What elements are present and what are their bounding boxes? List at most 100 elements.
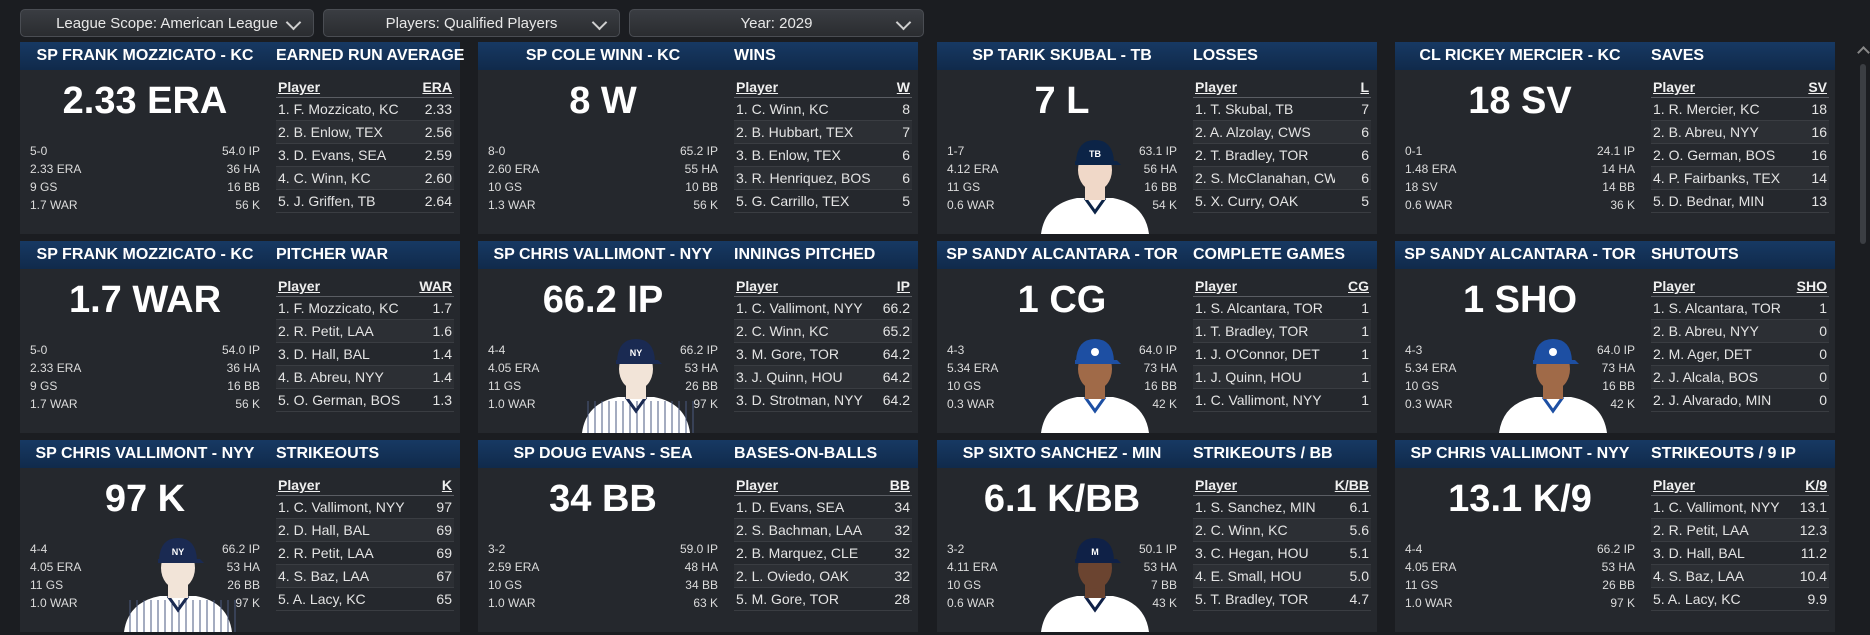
row-player[interactable]: 2. S. Bachman, LAA: [736, 522, 863, 538]
leader-player-name[interactable]: SP COLE WINN - KC: [525, 47, 681, 64]
table-row[interactable]: 2. S. Bachman, LAA 32: [734, 519, 912, 542]
row-player[interactable]: 4. E. Small, HOU: [1195, 568, 1302, 584]
column-header-stat[interactable]: ERA: [422, 79, 452, 95]
row-player[interactable]: 2. B. Marquez, CLE: [736, 545, 859, 561]
table-row[interactable]: 1. T. Bradley, TOR 1: [1193, 320, 1371, 343]
row-player[interactable]: 3. D. Hall, BAL: [1653, 545, 1745, 561]
player-photo[interactable]: M: [1037, 530, 1153, 632]
table-row[interactable]: 4. S. Baz, LAA 67: [276, 565, 454, 588]
column-header-stat[interactable]: BB: [889, 477, 910, 493]
table-row[interactable]: 1. F. Mozzicato, KC 1.7: [276, 297, 454, 320]
leader-player-name[interactable]: SP FRANK MOZZICATO - KC: [36, 47, 254, 64]
row-player[interactable]: 2. J. Alvarado, MIN: [1653, 392, 1772, 408]
table-row[interactable]: 5. T. Bradley, TOR 4.7: [1193, 588, 1371, 611]
leader-player-name[interactable]: SP FRANK MOZZICATO - KC: [36, 246, 254, 263]
row-player[interactable]: 1. J. O'Connor, DET: [1195, 346, 1320, 362]
player-photo[interactable]: NY: [120, 530, 236, 632]
row-player[interactable]: 5. A. Lacy, KC: [1653, 591, 1741, 607]
column-header-stat[interactable]: SV: [1808, 79, 1827, 95]
row-player[interactable]: 1. T. Bradley, TOR: [1195, 323, 1309, 339]
table-row[interactable]: 5. G. Carrillo, TEX 5: [734, 190, 912, 213]
leader-player-name[interactable]: SP CHRIS VALLIMONT - NYY: [1410, 445, 1630, 462]
table-row[interactable]: 1. F. Mozzicato, KC 2.33: [276, 98, 454, 121]
row-player[interactable]: 5. G. Carrillo, TEX: [736, 193, 850, 209]
table-row[interactable]: 4. P. Fairbanks, TEX 14: [1651, 167, 1829, 190]
row-player[interactable]: 5. J. Griffen, TB: [278, 193, 376, 209]
leader-player-name[interactable]: SP SANDY ALCANTARA - TOR: [1404, 246, 1636, 263]
row-player[interactable]: 2. A. Alzolay, CWS: [1195, 124, 1311, 140]
row-player[interactable]: 1. J. Quinn, HOU: [1195, 369, 1302, 385]
table-row[interactable]: 2. J. Alvarado, MIN 0: [1651, 389, 1829, 412]
table-row[interactable]: 3. C. Hegan, HOU 5.1: [1193, 542, 1371, 565]
table-row[interactable]: 5. D. Bednar, MIN 13: [1651, 190, 1829, 213]
row-player[interactable]: 3. M. Gore, TOR: [736, 346, 839, 362]
leader-player-name[interactable]: SP CHRIS VALLIMONT - NYY: [35, 445, 255, 462]
row-player[interactable]: 2. B. Abreu, NYY: [1653, 124, 1759, 140]
column-header-stat[interactable]: K: [441, 477, 452, 493]
table-row[interactable]: 1. D. Evans, SEA 34: [734, 496, 912, 519]
table-row[interactable]: 1. C. Vallimont, NYY 13.1: [1651, 496, 1829, 519]
table-row[interactable]: 1. C. Vallimont, NYY 97: [276, 496, 454, 519]
league-scope-dropdown[interactable]: League Scope: American League: [20, 9, 314, 37]
row-player[interactable]: 1. S. Sanchez, MIN: [1195, 499, 1316, 515]
row-player[interactable]: 1. D. Evans, SEA: [736, 499, 845, 515]
table-row[interactable]: 5. X. Curry, OAK 5: [1193, 190, 1371, 213]
player-photo[interactable]: [1037, 331, 1153, 433]
table-row[interactable]: 4. B. Abreu, NYY 1.4: [276, 366, 454, 389]
table-row[interactable]: 1. C. Winn, KC 8: [734, 98, 912, 121]
row-player[interactable]: 2. C. Winn, KC: [736, 323, 829, 339]
row-player[interactable]: 1. C. Vallimont, NYY: [736, 300, 863, 316]
row-player[interactable]: 2. J. Alcala, BOS: [1653, 369, 1759, 385]
row-player[interactable]: 2. R. Petit, LAA: [1653, 522, 1749, 538]
table-row[interactable]: 3. J. Quinn, HOU 64.2: [734, 366, 912, 389]
column-header-stat[interactable]: IP: [896, 278, 910, 294]
leader-player-name[interactable]: SP SIXTO SANCHEZ - MIN: [962, 445, 1162, 462]
column-header-player[interactable]: Player: [736, 79, 779, 95]
row-player[interactable]: 5. X. Curry, OAK: [1195, 193, 1299, 209]
table-row[interactable]: 3. D. Hall, BAL 11.2: [1651, 542, 1829, 565]
row-player[interactable]: 1. T. Skubal, TB: [1195, 101, 1294, 117]
table-row[interactable]: 2. O. German, BOS 16: [1651, 144, 1829, 167]
column-header-player[interactable]: Player: [736, 477, 779, 493]
row-player[interactable]: 4. C. Winn, KC: [278, 170, 371, 186]
row-player[interactable]: 4. B. Abreu, NYY: [278, 369, 384, 385]
column-header-stat[interactable]: L: [1360, 79, 1369, 95]
table-row[interactable]: 4. E. Small, HOU 5.0: [1193, 565, 1371, 588]
row-player[interactable]: 1. S. Alcantara, TOR: [1195, 300, 1323, 316]
leader-player-name[interactable]: SP DOUG EVANS - SEA: [513, 445, 693, 462]
row-player[interactable]: 1. C. Vallimont, NYY: [1195, 392, 1322, 408]
table-row[interactable]: 2. C. Winn, KC 65.2: [734, 320, 912, 343]
column-header-player[interactable]: Player: [278, 278, 321, 294]
table-row[interactable]: 2. C. Winn, KC 5.6: [1193, 519, 1371, 542]
leader-player-name[interactable]: SP CHRIS VALLIMONT - NYY: [493, 246, 713, 263]
table-row[interactable]: 5. M. Gore, TOR 28: [734, 588, 912, 611]
table-row[interactable]: 3. M. Gore, TOR 64.2: [734, 343, 912, 366]
table-row[interactable]: 2. A. Alzolay, CWS 6: [1193, 121, 1371, 144]
table-row[interactable]: 2. B. Marquez, CLE 32: [734, 542, 912, 565]
row-player[interactable]: 5. T. Bradley, TOR: [1195, 591, 1309, 607]
table-row[interactable]: 1. J. Quinn, HOU 1: [1193, 366, 1371, 389]
player-photo[interactable]: [1495, 331, 1611, 433]
table-row[interactable]: 3. D. Hall, BAL 1.4: [276, 343, 454, 366]
row-player[interactable]: 4. S. Baz, LAA: [278, 568, 370, 584]
row-player[interactable]: 2. S. McClanahan, CWS: [1195, 170, 1335, 186]
table-row[interactable]: 5. O. German, BOS 1.3: [276, 389, 454, 412]
table-row[interactable]: 5. A. Lacy, KC 9.9: [1651, 588, 1829, 611]
row-player[interactable]: 1. R. Mercier, KC: [1653, 101, 1760, 117]
column-header-player[interactable]: Player: [736, 278, 779, 294]
row-player[interactable]: 5. O. German, BOS: [278, 392, 401, 408]
column-header-player[interactable]: Player: [1195, 278, 1238, 294]
row-player[interactable]: 1. S. Alcantara, TOR: [1653, 300, 1781, 316]
row-player[interactable]: 2. R. Petit, LAA: [278, 323, 374, 339]
table-row[interactable]: 2. B. Abreu, NYY 0: [1651, 320, 1829, 343]
row-player[interactable]: 2. B. Hubbart, TEX: [736, 124, 854, 140]
row-player[interactable]: 5. D. Bednar, MIN: [1653, 193, 1765, 209]
row-player[interactable]: 3. D. Hall, BAL: [278, 346, 370, 362]
row-player[interactable]: 2. M. Ager, DET: [1653, 346, 1752, 362]
row-player[interactable]: 1. F. Mozzicato, KC: [278, 101, 399, 117]
table-row[interactable]: 2. R. Petit, LAA 69: [276, 542, 454, 565]
table-row[interactable]: 2. R. Petit, LAA 1.6: [276, 320, 454, 343]
row-player[interactable]: 2. L. Oviedo, OAK: [736, 568, 849, 584]
row-player[interactable]: 2. O. German, BOS: [1653, 147, 1776, 163]
column-header-player[interactable]: Player: [1653, 278, 1696, 294]
